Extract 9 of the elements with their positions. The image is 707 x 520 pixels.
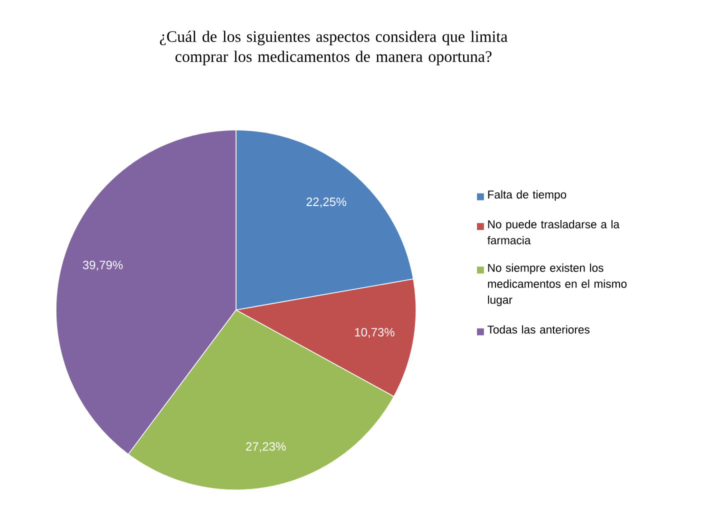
legend-label: Todas las anteriores xyxy=(488,325,590,334)
legend-label: No siempre existen los medicamentos en el mismo lugar xyxy=(488,264,627,306)
data-label: 39,79% xyxy=(82,260,123,271)
legend-label: No puede trasladarse a la farmacia xyxy=(487,220,620,244)
data-label: 27,23% xyxy=(246,442,286,452)
data-label: 22,25% xyxy=(306,198,346,208)
chart-title: ¿Cuál de los siguientes aspectos considera que limita comprar los medicamentos de manera oportuna? xyxy=(160,30,508,66)
data-label: 10,73% xyxy=(355,328,394,338)
legend-label: Falta de tiempo xyxy=(488,190,566,201)
